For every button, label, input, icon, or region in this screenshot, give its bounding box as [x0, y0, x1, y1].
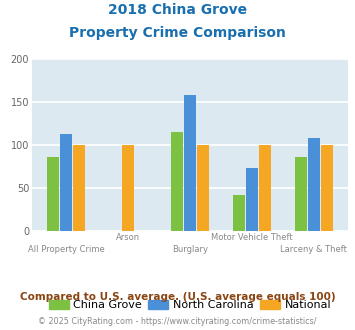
Text: Arson: Arson: [116, 233, 140, 242]
Bar: [122, 145, 134, 231]
Bar: [47, 157, 59, 231]
Text: Burglary: Burglary: [172, 245, 208, 254]
Text: Motor Vehicle Theft: Motor Vehicle Theft: [211, 233, 293, 242]
Text: 2018 China Grove: 2018 China Grove: [108, 3, 247, 17]
Text: Compared to U.S. average. (U.S. average equals 100): Compared to U.S. average. (U.S. average …: [20, 292, 335, 302]
Bar: [295, 157, 307, 231]
Text: © 2025 CityRating.com - https://www.cityrating.com/crime-statistics/: © 2025 CityRating.com - https://www.city…: [38, 317, 317, 326]
Bar: [73, 145, 85, 231]
Bar: [171, 132, 183, 231]
Bar: [259, 145, 271, 231]
Bar: [321, 145, 333, 231]
Text: Larceny & Theft: Larceny & Theft: [280, 245, 347, 254]
Bar: [184, 95, 196, 231]
Text: All Property Crime: All Property Crime: [28, 245, 104, 254]
Bar: [60, 134, 72, 231]
Legend: China Grove, North Carolina, National: China Grove, North Carolina, National: [44, 295, 336, 315]
Bar: [233, 195, 245, 231]
Text: Property Crime Comparison: Property Crime Comparison: [69, 26, 286, 40]
Bar: [246, 168, 258, 231]
Bar: [197, 145, 209, 231]
Bar: [308, 138, 320, 231]
